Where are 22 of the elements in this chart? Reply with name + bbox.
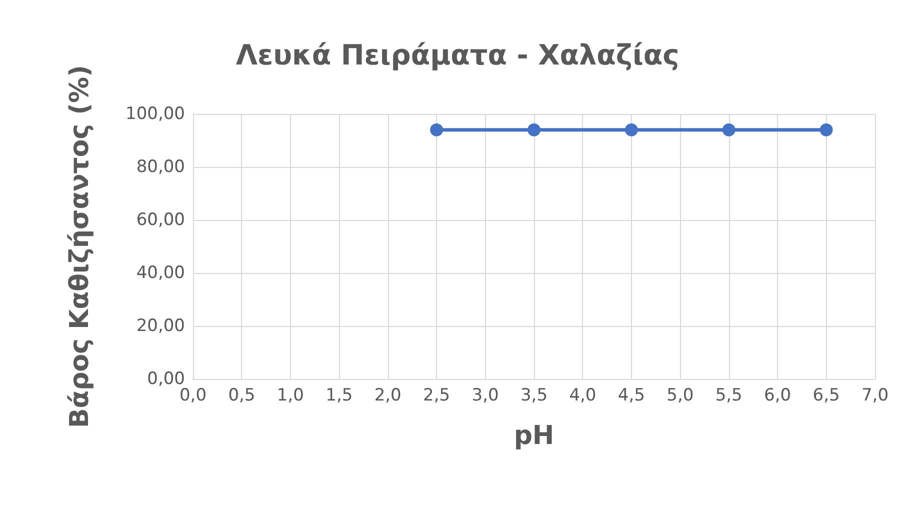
x-tick-label: 5,0	[666, 386, 694, 406]
x-tick-label: 0,5	[228, 386, 256, 406]
chart-title: Λευκά Πειράματα - Χαλαζίας	[236, 38, 680, 72]
x-tick-label: 2,5	[423, 386, 450, 406]
x-tick-label: 2,0	[374, 386, 402, 406]
x-tick-label: 4,0	[569, 386, 596, 406]
x-tick-label: 1,0	[276, 386, 304, 406]
x-tick-label: 4,5	[618, 386, 645, 406]
y-tick-label: 20,00	[136, 316, 185, 336]
x-tick-label: 7,0	[861, 386, 889, 406]
x-tick-label: 6,0	[764, 386, 792, 406]
y-tick-label: 80,00	[136, 157, 185, 177]
x-tick-label: 1,5	[326, 386, 353, 406]
y-tick-label: 60,00	[136, 210, 185, 230]
x-tick-label: 3,5	[520, 386, 548, 406]
y-axis-title: Βάρος Καθιζήσαντος (%)	[65, 64, 95, 428]
y-tick-label: 100,00	[126, 104, 185, 124]
x-axis-title: pH	[514, 421, 554, 451]
x-tick-label: 5,5	[715, 386, 742, 406]
x-tick-label: 6,5	[812, 386, 840, 406]
y-tick-label: 40,00	[136, 263, 185, 283]
x-tick-label: 3,0	[472, 386, 499, 406]
